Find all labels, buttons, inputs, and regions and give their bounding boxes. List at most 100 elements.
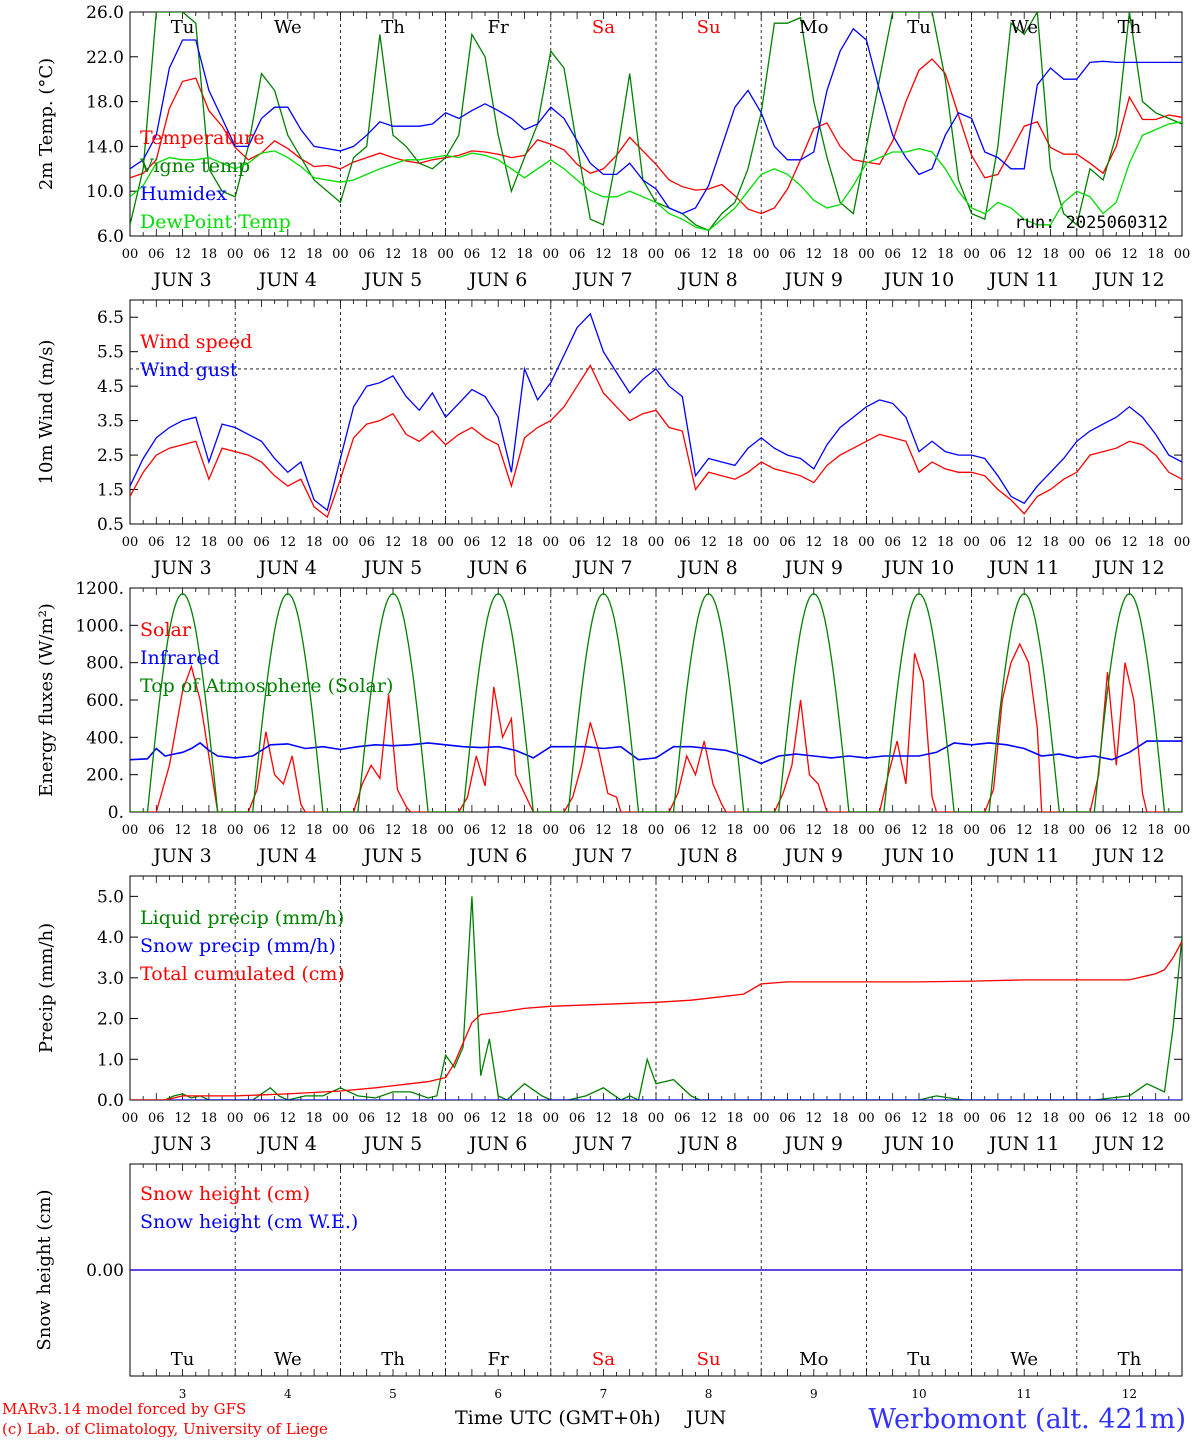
date-label: JUN 8 bbox=[677, 1133, 737, 1155]
hour-label: 18 bbox=[937, 247, 954, 262]
legend-entry: Wind speed bbox=[140, 331, 252, 353]
hour-label: 06 bbox=[990, 823, 1007, 838]
y-axis-label: Snow height (cm) bbox=[34, 1189, 55, 1350]
hour-label: 00 bbox=[227, 535, 244, 550]
hour-label: 18 bbox=[516, 1111, 533, 1126]
hour-label: 12 bbox=[174, 823, 191, 838]
hour-label: 00 bbox=[648, 823, 665, 838]
hour-label: 06 bbox=[884, 1111, 901, 1126]
hour-label: 00 bbox=[332, 535, 349, 550]
hour-label: 18 bbox=[411, 247, 428, 262]
hour-label: 18 bbox=[411, 535, 428, 550]
day-number: 8 bbox=[705, 1387, 713, 1401]
day-name: Mo bbox=[799, 1349, 828, 1370]
hour-label: 00 bbox=[1069, 1111, 1086, 1126]
hour-label: 00 bbox=[1174, 247, 1191, 262]
hour-label: 12 bbox=[911, 1111, 928, 1126]
hour-label: 00 bbox=[543, 823, 560, 838]
hour-label: 12 bbox=[700, 823, 717, 838]
date-label: JUN 10 bbox=[882, 1133, 954, 1155]
day-name: Sa bbox=[592, 1349, 615, 1370]
y-tick-label: 14.0 bbox=[86, 137, 124, 157]
hour-label: 12 bbox=[1016, 1111, 1033, 1126]
panel-energy bbox=[129, 587, 1183, 813]
hour-label: 00 bbox=[1174, 535, 1191, 550]
y-axis-label: Precip (mm/h) bbox=[36, 923, 57, 1053]
hour-label: 12 bbox=[911, 535, 928, 550]
hour-label: 00 bbox=[753, 247, 770, 262]
hour-label: 06 bbox=[148, 823, 165, 838]
date-label: JUN 11 bbox=[987, 557, 1059, 579]
hour-label: 12 bbox=[700, 535, 717, 550]
y-tick-label: 5.0 bbox=[97, 887, 124, 907]
legend-entry: Humidex bbox=[140, 183, 227, 205]
hour-label: 06 bbox=[990, 535, 1007, 550]
series-line-wind-speed bbox=[130, 364, 1182, 519]
hour-label: 12 bbox=[385, 247, 402, 262]
hour-label: 00 bbox=[648, 1111, 665, 1126]
day-number: 3 bbox=[179, 1387, 187, 1401]
series-line-solar bbox=[130, 642, 1182, 812]
hour-label: 06 bbox=[358, 823, 375, 838]
hour-label: 18 bbox=[832, 1111, 849, 1126]
date-label: JUN 3 bbox=[151, 845, 211, 867]
date-label: JUN 9 bbox=[783, 557, 843, 579]
day-number: 7 bbox=[600, 1387, 608, 1401]
day-number: 10 bbox=[911, 1387, 926, 1401]
hour-label: 12 bbox=[280, 1111, 297, 1126]
hour-label: 12 bbox=[1121, 1111, 1138, 1126]
date-label: JUN 10 bbox=[882, 269, 954, 291]
y-tick-label: 18.0 bbox=[86, 93, 124, 113]
day-name: Th bbox=[381, 17, 405, 38]
hour-label: 18 bbox=[621, 535, 638, 550]
legend-entry: Top of Atmosphere (Solar) bbox=[140, 675, 393, 697]
hour-label: 12 bbox=[280, 823, 297, 838]
hour-label: 00 bbox=[227, 1111, 244, 1126]
y-tick-label: 5.5 bbox=[97, 343, 124, 363]
hour-label: 06 bbox=[884, 247, 901, 262]
hour-label: 06 bbox=[1095, 1111, 1112, 1126]
hour-label: 12 bbox=[385, 1111, 402, 1126]
hour-label: 00 bbox=[963, 823, 980, 838]
panel-snow bbox=[129, 1163, 1183, 1377]
y-tick-label: 1200. bbox=[75, 579, 124, 599]
date-label: JUN 8 bbox=[677, 845, 737, 867]
hour-label: 00 bbox=[122, 247, 139, 262]
panel-frame bbox=[129, 299, 1183, 525]
hour-label: 06 bbox=[148, 1111, 165, 1126]
hour-label: 00 bbox=[1069, 535, 1086, 550]
day-number: 12 bbox=[1122, 1387, 1137, 1401]
hour-label: 06 bbox=[884, 535, 901, 550]
hour-label: 18 bbox=[621, 1111, 638, 1126]
y-tick-label: 0.5 bbox=[97, 515, 124, 535]
hour-label: 06 bbox=[358, 247, 375, 262]
day-name: Sa bbox=[592, 17, 615, 38]
hour-label: 12 bbox=[490, 823, 507, 838]
y-axis-label: 10m Wind (m/s) bbox=[36, 340, 57, 485]
legend-entry: Infrared bbox=[140, 647, 220, 669]
date-label: JUN 6 bbox=[467, 557, 527, 579]
hour-label: 00 bbox=[753, 1111, 770, 1126]
series-line-temperature bbox=[130, 58, 1182, 215]
y-tick-label: 200. bbox=[86, 766, 124, 786]
hour-label: 06 bbox=[1095, 823, 1112, 838]
hour-label: 18 bbox=[832, 535, 849, 550]
series-line-liquid-precip-mm-h- bbox=[130, 896, 1182, 1100]
y-tick-label: 26.0 bbox=[86, 3, 124, 23]
hour-label: 12 bbox=[1016, 247, 1033, 262]
hour-label: 06 bbox=[779, 823, 796, 838]
day-name: We bbox=[274, 1349, 302, 1370]
hour-label: 06 bbox=[674, 1111, 691, 1126]
hour-label: 12 bbox=[385, 823, 402, 838]
hour-label: 00 bbox=[122, 823, 139, 838]
date-label: JUN 11 bbox=[987, 269, 1059, 291]
hour-label: 06 bbox=[990, 247, 1007, 262]
hour-label: 06 bbox=[779, 535, 796, 550]
hour-label: 06 bbox=[884, 823, 901, 838]
y-tick-label: 2.5 bbox=[97, 446, 124, 466]
hour-label: 06 bbox=[253, 823, 270, 838]
y-axis-label: Energy fluxes (W/m²) bbox=[36, 603, 57, 797]
y-tick-label: 10.0 bbox=[86, 182, 124, 202]
hour-label: 06 bbox=[464, 823, 481, 838]
legend-entry: Total cumulated (cm) bbox=[140, 963, 345, 985]
